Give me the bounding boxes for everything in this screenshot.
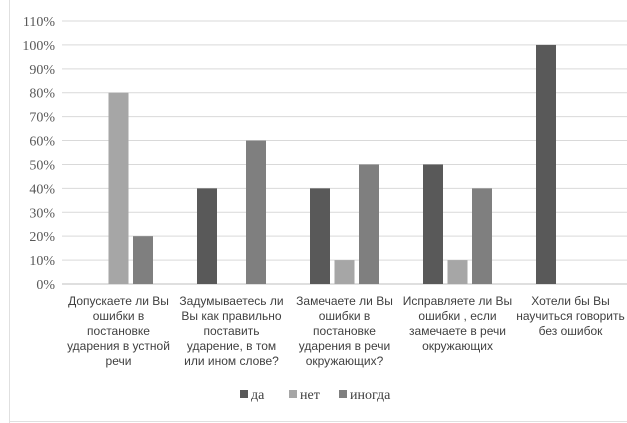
y-tick-label: 10%: [29, 254, 55, 269]
bar-иногда: [246, 140, 266, 284]
x-category-label-line: ударения в устной: [67, 339, 170, 353]
y-tick-label: 60%: [29, 135, 55, 150]
x-category-label-line: ошибки , если: [418, 309, 496, 323]
x-category-label-line: ударение, в том: [187, 339, 276, 353]
bar-иногда: [133, 236, 153, 284]
legend-label: иногда: [350, 388, 391, 403]
y-tick-label: 70%: [29, 111, 55, 126]
legend-label: да: [251, 388, 265, 403]
x-category-label-line: постановке: [87, 324, 150, 338]
x-category-label-line: без ошибок: [539, 324, 604, 338]
x-category-label-line: постановке: [313, 324, 376, 338]
chart-frame-left: [9, 0, 10, 423]
legend-swatch-иногда: [339, 390, 347, 398]
x-category-label-line: или ином слове?: [184, 354, 279, 368]
chart-frame-bottom: [9, 421, 627, 422]
x-category-label-line: ошибки в: [93, 309, 145, 323]
x-category-label-line: ударения в речи: [299, 339, 390, 353]
y-tick-label: 50%: [29, 158, 55, 173]
x-category-label: Исправляете ли Вы ошибки , если замечаете …: [403, 294, 512, 353]
x-category-label: Допускаете ли Вы ошибки в постановке ударен…: [67, 294, 170, 368]
x-category-label-line: Исправляете ли Вы: [403, 294, 512, 308]
x-category-label-line: Допускаете ли Вы: [68, 294, 169, 308]
x-category-label-line: окружающих: [422, 339, 493, 353]
y-tick-label: 0%: [36, 278, 55, 293]
legend-label: нет: [300, 388, 320, 403]
bar-нет: [334, 260, 355, 284]
bar-нет: [447, 260, 468, 284]
x-category-label-line: окружающих?: [306, 354, 384, 368]
bar-да: [423, 164, 443, 284]
x-category-label-line: научиться говорить: [516, 309, 625, 323]
y-tick-label: 80%: [29, 87, 55, 102]
bar-нет: [108, 92, 129, 285]
bar-да: [197, 188, 217, 284]
y-tick-label: 100%: [22, 39, 55, 54]
bar-да: [536, 44, 556, 285]
legend-swatch-да: [240, 390, 248, 398]
x-category-label: Замечаете ли Вы ошибки в постановке ударени…: [296, 294, 393, 368]
x-category-label: Хотели бы Вы научиться говорить без ошибок: [516, 294, 625, 338]
y-tick-label: 110%: [23, 15, 55, 30]
legend-swatch-нет: [289, 390, 297, 398]
bar-иногда: [359, 164, 379, 284]
x-category-label: Задумываетесь ли Вы как правильно поставит…: [179, 294, 283, 368]
x-category-label-line: поставить: [203, 324, 259, 338]
x-category-label-line: ошибки в: [319, 309, 371, 323]
y-tick-label: 20%: [29, 230, 55, 245]
y-tick-label: 40%: [29, 182, 55, 197]
bar-да: [310, 188, 330, 284]
y-tick-label: 30%: [29, 206, 55, 221]
y-tick-label: 90%: [29, 63, 55, 78]
x-category-label-line: Вы как правильно: [181, 309, 282, 323]
x-category-label-line: речи: [106, 354, 132, 368]
x-category-label-line: замечаете в речи: [409, 324, 506, 338]
x-category-label-line: Хотели бы Вы: [531, 294, 609, 308]
bar-иногда: [472, 188, 492, 284]
x-category-label-line: Замечаете ли Вы: [296, 294, 393, 308]
x-category-label-line: Задумываетесь ли: [179, 294, 283, 308]
